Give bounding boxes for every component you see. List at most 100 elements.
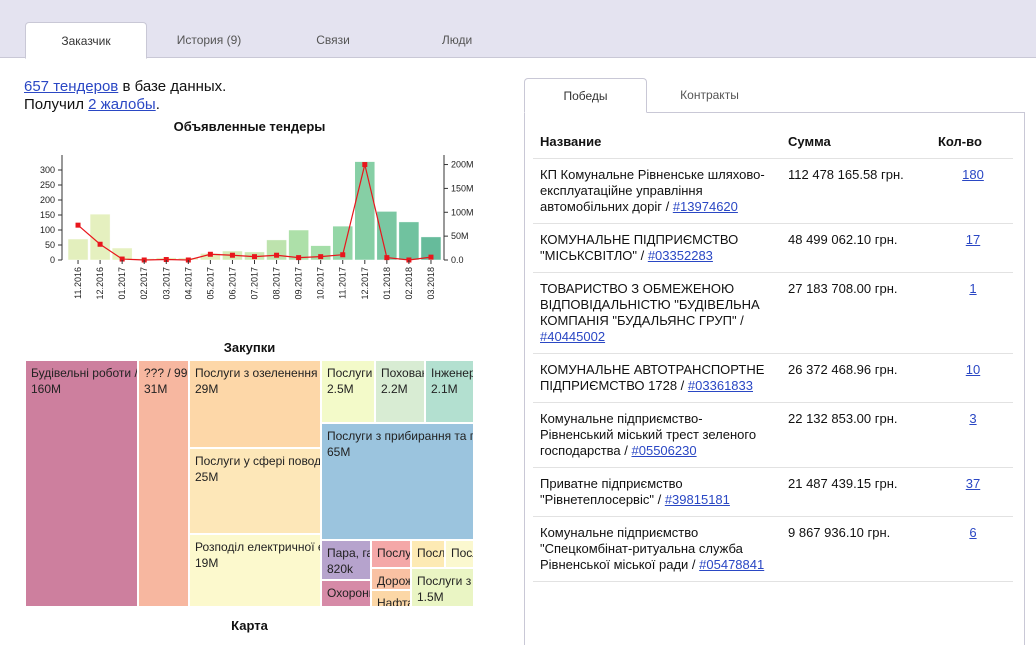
chart-line-point: [362, 162, 368, 168]
chart-bar: [89, 213, 111, 261]
treemap-cell[interactable]: Посл: [411, 540, 445, 568]
winner-count-link[interactable]: 10: [965, 362, 981, 377]
tab-people[interactable]: Люди: [441, 33, 473, 47]
winner-code-link[interactable]: #05478841: [699, 557, 765, 572]
winner-count-link[interactable]: 180: [962, 167, 984, 182]
chart-bar: [354, 161, 376, 261]
treemap-cell[interactable]: Пара, га 820k: [321, 540, 371, 580]
treemap-cell[interactable]: Послуги: [371, 540, 411, 568]
treemap-cell-value: 2.5M: [327, 382, 354, 396]
treemap-cell[interactable]: Послуги 2.5M: [321, 360, 375, 423]
y-tick-label-left: 300: [40, 165, 55, 175]
winner-name: Комунальне підприємство-Рівненський місь…: [533, 402, 781, 468]
winner-name: ТОВАРИСТВО З ОБМЕЖЕНОЮ ВІДПОВІДАЛЬНІСТЮ …: [533, 272, 781, 354]
winner-name-text: КОМУНАЛЬНЕ АВТОТРАНСПОРТНЕ ПІДПРИЄМСТВО …: [540, 362, 765, 393]
x-tick-label: 11.2016: [73, 267, 83, 299]
treemap-cell-label: Послуги з: [417, 574, 472, 588]
treemap-cell[interactable]: Будівельні роботи / ... 160M: [25, 360, 138, 607]
table-row: КОМУНАЛЬНЕ АВТОТРАНСПОРТНЕ ПІДПРИЄМСТВО …: [533, 353, 1013, 403]
y-tick-label-right: 50M: [451, 231, 469, 241]
complaints-prefix: Получил: [24, 96, 89, 113]
winner-name-text: Комунальне підприємство "Спецкомбінат-ри…: [540, 525, 743, 572]
tenders-chart-title: Объявленные тендеры: [173, 119, 326, 134]
winner-count-link[interactable]: 3: [969, 411, 977, 426]
treemap-cell-value: 65M: [327, 445, 351, 459]
treemap-cell[interactable]: Поховання 2.2M: [375, 360, 425, 423]
x-tick-label: 09.2017: [294, 267, 304, 300]
winner-count-link[interactable]: 1: [969, 281, 977, 296]
winner-sum: 22 132 853.00 грн.: [781, 402, 931, 468]
chart-bar: [67, 238, 89, 261]
y-tick-label-right: 0.0: [451, 255, 464, 265]
chart-bar: [178, 257, 199, 261]
table-row: КП Комунальне Рівненське шляхово-експлуа…: [533, 158, 1013, 224]
chart-line: [77, 164, 432, 261]
tab-wins[interactable]: Победы: [524, 78, 647, 113]
treemap-cell-value: 2.1M: [431, 382, 458, 396]
chart-line-point: [185, 257, 191, 263]
chart-bar: [376, 211, 398, 261]
treemap-cell[interactable]: Нафта: [371, 590, 411, 607]
winner-sum: 26 372 468.96 грн.: [781, 353, 931, 403]
tab-connections[interactable]: Связи: [316, 33, 350, 47]
winner-sum: 48 499 062.10 грн.: [781, 223, 931, 273]
chart-line-point: [141, 257, 147, 263]
chart-line-point: [428, 254, 434, 260]
tenders-suffix: в базе данных.: [118, 78, 227, 95]
treemap-cell[interactable]: Дорож: [371, 568, 411, 590]
winner-name-text: Комунальне підприємство-Рівненський місь…: [540, 411, 757, 458]
winner-code-link[interactable]: #40445002: [540, 329, 606, 344]
treemap-cell[interactable]: Послуги з озеленення т 29M: [189, 360, 321, 448]
winner-name-text: КОМУНАЛЬНЕ ПІДПРИЄМСТВО "МІСЬКСВІТЛО" /: [540, 232, 739, 263]
complaints-link[interactable]: 2 жалобы: [88, 96, 156, 113]
winner-code-link[interactable]: #39815181: [664, 492, 730, 507]
wins-table: Название Сумма Кол-во КП Комунальне Рівн…: [533, 124, 1013, 582]
table-row: Комунальне підприємство-Рівненський місь…: [533, 402, 1013, 468]
chart-line-point: [75, 222, 81, 228]
winner-count-link[interactable]: 37: [965, 476, 981, 491]
treemap-cell-label: Послуги з прибирання та п: [327, 429, 474, 443]
y-tick-label-left: 250: [40, 180, 55, 190]
tab-contracts[interactable]: Контракты: [680, 88, 739, 102]
tab-history[interactable]: История (9): [176, 33, 242, 47]
chart-line-point: [274, 252, 280, 258]
treemap-cell[interactable]: Послуги з 1.5M: [411, 568, 474, 607]
y-tick-label-left: 50: [45, 240, 55, 250]
winner-count: 3: [931, 402, 1013, 468]
y-tick-label-right: 200M: [451, 160, 474, 170]
customer-summary: 657 тендеров в базе данных. Получил 2 жа…: [24, 78, 226, 114]
chart-line-point: [340, 252, 346, 258]
treemap-cell[interactable]: Розподіл електричної е 19M: [189, 534, 321, 607]
treemap-cell-label: Будівельні роботи / ...: [31, 366, 138, 380]
treemap-cell-value: 19M: [195, 556, 219, 570]
header-name: Название: [533, 124, 781, 159]
table-row: КОМУНАЛЬНЕ ПІДПРИЄМСТВО "МІСЬКСВІТЛО" / …: [533, 223, 1013, 273]
chart-bar: [222, 250, 243, 261]
winner-name: КП Комунальне Рівненське шляхово-експлуа…: [533, 158, 781, 224]
treemap-cell[interactable]: Інженерні 2.1M: [425, 360, 474, 423]
treemap-cell[interactable]: ??? / 999 31M: [138, 360, 189, 607]
winner-code-link[interactable]: #03352283: [647, 248, 713, 263]
winner-count-link[interactable]: 17: [965, 232, 981, 247]
treemap-cell[interactable]: Охоронн: [321, 580, 371, 607]
winner-name: Комунальне підприємство "Спецкомбінат-ри…: [533, 516, 781, 582]
treemap-cell[interactable]: Посл: [445, 540, 474, 568]
treemap-cell[interactable]: Послуги у сфері поводж 25M: [189, 448, 321, 534]
treemap-cell[interactable]: Послуги з прибирання та п 65M: [321, 423, 474, 540]
winner-code-link[interactable]: #03361833: [687, 378, 753, 393]
winner-count-link[interactable]: 6: [969, 525, 977, 540]
x-tick-label: 10.2017: [316, 267, 326, 300]
winner-name: КОМУНАЛЬНЕ ПІДПРИЄМСТВО "МІСЬКСВІТЛО" / …: [533, 223, 781, 273]
x-tick-label: 08.2017: [272, 267, 282, 300]
table-row: Комунальне підприємство "Спецкомбінат-ри…: [533, 516, 1013, 582]
x-tick-label: 07.2017: [250, 267, 260, 300]
winner-code-link[interactable]: #05506230: [631, 443, 697, 458]
treemap-cell-value: 25M: [195, 470, 219, 484]
chart-bar: [133, 258, 155, 261]
tenders-count-link[interactable]: 657 тендеров: [24, 78, 119, 95]
winner-code-link[interactable]: #13974620: [672, 199, 738, 214]
tab-customer[interactable]: Заказчик: [25, 22, 147, 59]
chart-bar: [420, 236, 442, 261]
x-tick-label: 04.2017: [183, 267, 193, 300]
y-tick-label-left: 150: [40, 210, 55, 220]
